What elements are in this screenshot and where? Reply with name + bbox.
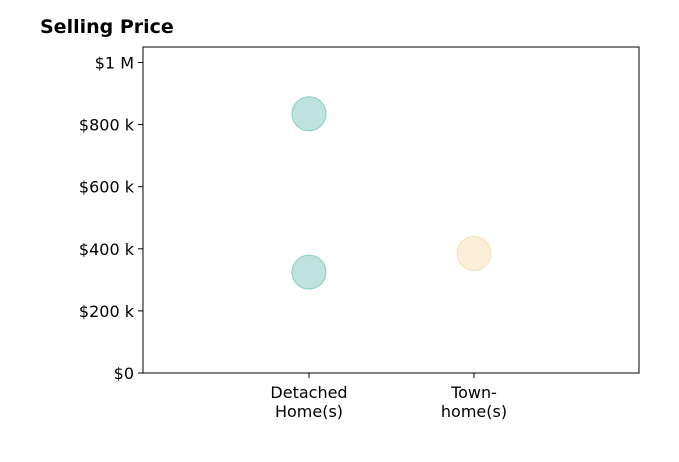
- x-tick-label: Detached Home(s): [270, 383, 347, 421]
- x-tick-label: Town-home(s): [441, 383, 507, 421]
- y-tick-label: $1 M: [95, 54, 134, 73]
- data-point: [456, 235, 492, 271]
- x-axis: Detached Home(s) Town-home(s): [270, 373, 507, 421]
- y-tick-label: $600 k: [79, 178, 135, 197]
- y-tick-label: $0: [114, 364, 134, 383]
- y-tick-label: $200 k: [79, 302, 135, 321]
- y-tick-label: $800 k: [79, 116, 135, 135]
- points-layer: [291, 96, 492, 290]
- data-point: [291, 254, 327, 290]
- chart-title: Selling Price: [40, 16, 174, 38]
- data-point: [291, 96, 327, 132]
- plot-frame: [142, 46, 640, 374]
- y-axis: $0 $200 k $400 k $600 k $800 k $1 M: [79, 54, 143, 383]
- y-tick-label: $400 k: [79, 240, 135, 259]
